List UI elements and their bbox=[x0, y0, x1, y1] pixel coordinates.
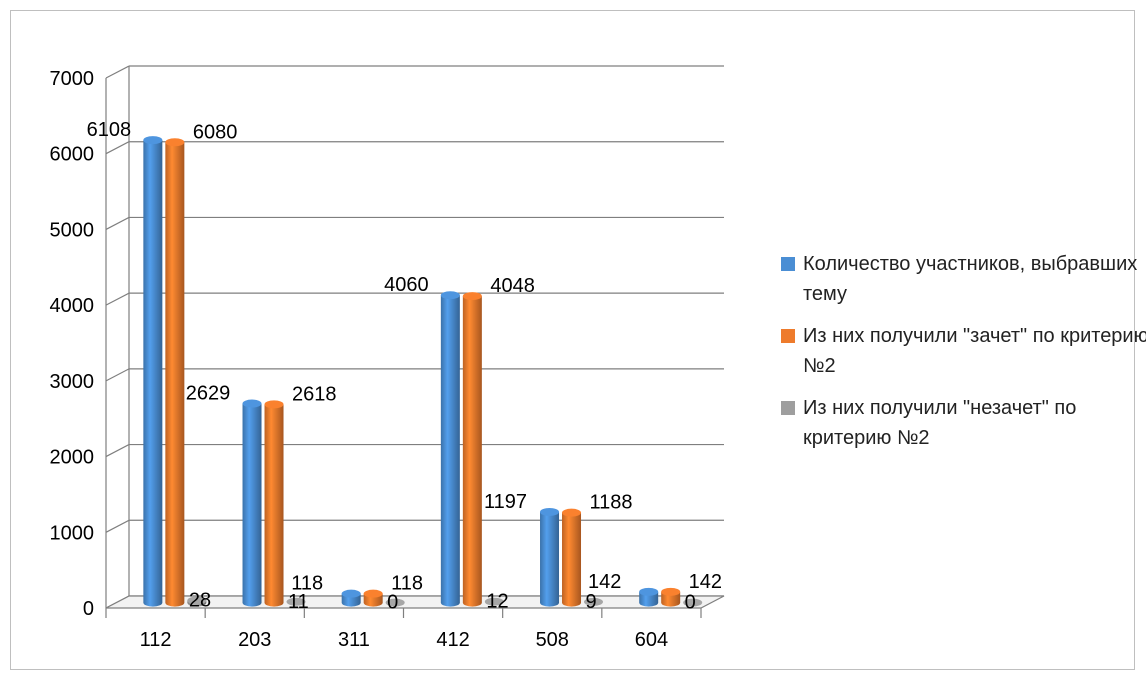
gridline-side bbox=[105, 216, 130, 230]
gridline-side bbox=[105, 65, 130, 79]
bar-1-112 bbox=[165, 142, 185, 607]
y-tick-label: 2000 bbox=[50, 447, 95, 469]
bar-chart: 0 1000 2000 3000 4000 5000 6000 7000 112 203 311 41… bbox=[50, 65, 725, 651]
data-label: 2629 bbox=[186, 383, 231, 405]
legend-label-passed: Из них получили "зачет" по критерию №2 bbox=[803, 325, 1146, 377]
legend-swatch-participants bbox=[781, 257, 795, 271]
data-label: 142 bbox=[689, 571, 722, 593]
y-tick-label: 7000 bbox=[50, 68, 95, 90]
bar-top-2-311 bbox=[385, 598, 405, 607]
bar-top-1-311 bbox=[363, 589, 383, 598]
legend-swatch-failed bbox=[781, 401, 795, 415]
bar-top-0-112 bbox=[143, 136, 163, 145]
bar-top-1-508 bbox=[562, 508, 582, 517]
y-tick-label: 0 bbox=[83, 598, 94, 620]
bar-top-2-412 bbox=[484, 597, 504, 606]
data-label: 4048 bbox=[490, 275, 534, 297]
bar-0-112 bbox=[143, 140, 163, 607]
bar-0-203 bbox=[242, 403, 262, 607]
data-label: 12 bbox=[486, 591, 508, 613]
gridline-side bbox=[105, 292, 130, 306]
bar-top-0-412 bbox=[440, 291, 460, 300]
data-label: 6108 bbox=[87, 119, 132, 141]
x-tick-label: 203 bbox=[238, 629, 271, 651]
data-label: 6080 bbox=[193, 121, 238, 143]
bar-1-203 bbox=[264, 404, 284, 607]
bar-top-2-604 bbox=[683, 598, 703, 607]
bar-top-2-508 bbox=[584, 597, 604, 606]
y-tick-label: 1000 bbox=[50, 522, 95, 544]
bar-1-604 bbox=[661, 591, 681, 607]
legend-label-participants: Количество участников, выбравших тему bbox=[803, 253, 1138, 305]
bar-1-412 bbox=[462, 296, 482, 607]
x-tick-label: 311 bbox=[338, 629, 370, 651]
legend-item-passed: Из них получили "зачет" по критерию №2 bbox=[781, 321, 1146, 381]
data-label: 142 bbox=[588, 571, 621, 593]
bar-0-412 bbox=[440, 295, 460, 607]
data-label: 2618 bbox=[292, 383, 337, 405]
bar-top-1-203 bbox=[264, 400, 284, 409]
bar-1-508 bbox=[562, 512, 582, 607]
data-label: 28 bbox=[189, 589, 211, 611]
bar-top-0-604 bbox=[639, 587, 659, 596]
bar-top-1-112 bbox=[165, 138, 185, 147]
legend-item-failed: Из них получили "незачет" по критерию №2 bbox=[781, 393, 1146, 453]
bar-top-1-604 bbox=[661, 587, 681, 596]
y-tick-label: 5000 bbox=[50, 219, 95, 241]
chart-frame: 0 1000 2000 3000 4000 5000 6000 7000 112 203 311 41… bbox=[10, 10, 1146, 670]
data-label: 0 bbox=[387, 592, 398, 614]
bar-top-1-412 bbox=[462, 292, 482, 301]
bar-top-0-311 bbox=[341, 589, 361, 598]
y-tick-label: 4000 bbox=[50, 295, 95, 317]
bar-top-2-112 bbox=[187, 596, 207, 605]
gridline-side bbox=[105, 141, 130, 155]
data-label: 4060 bbox=[384, 274, 429, 296]
data-label: 0 bbox=[685, 592, 696, 614]
data-label: 118 bbox=[391, 573, 423, 595]
data-label: 11 bbox=[288, 591, 309, 613]
gridline-side bbox=[105, 444, 130, 458]
data-label: 1188 bbox=[590, 492, 633, 514]
bar-0-508 bbox=[540, 511, 560, 607]
x-tick-label: 604 bbox=[635, 629, 668, 651]
data-label: 118 bbox=[291, 573, 323, 595]
y-tick-label: 6000 bbox=[50, 144, 95, 166]
data-label: 9 bbox=[586, 591, 597, 613]
bar-0-604 bbox=[639, 591, 659, 607]
bar-top-0-508 bbox=[540, 507, 560, 516]
legend-item-participants: Количество участников, выбравших тему bbox=[781, 249, 1146, 309]
x-tick-label: 112 bbox=[140, 629, 172, 651]
gridline-side bbox=[105, 519, 130, 533]
bar-top-2-203 bbox=[286, 597, 306, 606]
x-tick-label: 412 bbox=[436, 629, 469, 651]
bar-top-0-203 bbox=[242, 399, 262, 408]
data-label: 1197 bbox=[484, 491, 527, 513]
x-tick-label: 508 bbox=[536, 629, 569, 651]
legend-swatch-passed bbox=[781, 329, 795, 343]
legend: Количество участников, выбравших тему Из… bbox=[781, 249, 1146, 465]
legend-label-failed: Из них получили "незачет" по критерию №2 bbox=[803, 397, 1077, 449]
gridline-side bbox=[105, 368, 130, 382]
y-tick-label: 3000 bbox=[50, 371, 95, 393]
